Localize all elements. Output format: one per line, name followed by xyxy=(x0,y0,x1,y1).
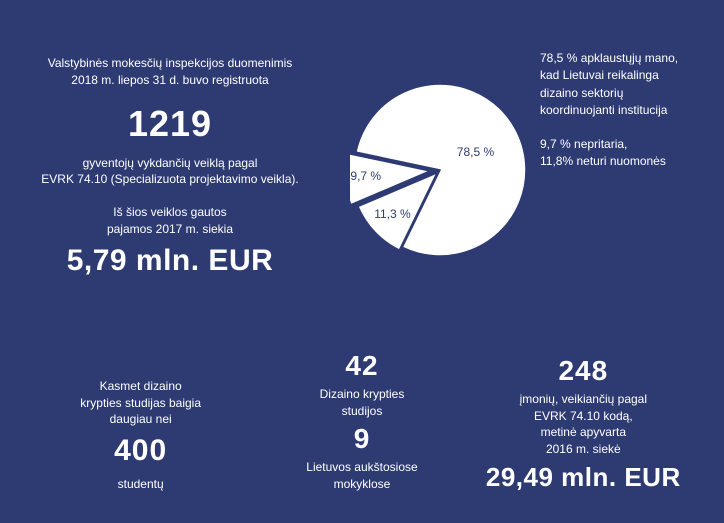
col1-l2: krypties studijas baigia xyxy=(41,395,241,412)
col2-l3: Lietuvos aukštosiose xyxy=(262,459,462,476)
pie-label-2: 9,7 % xyxy=(350,169,381,183)
col-students: Kasmet dizaino krypties studijas baigia … xyxy=(41,378,241,493)
pie-label-1: 11,3 % xyxy=(374,207,410,221)
col3-big: 29,49 mln. EUR xyxy=(483,462,683,493)
col2-l2: studijos xyxy=(262,403,462,420)
income-line-2: pajamos 2017 m. siekia xyxy=(30,221,310,238)
col1-num: 400 xyxy=(41,434,241,468)
note-1-line-3: dizaino sektorių xyxy=(540,85,720,102)
intro-line-1: Valstybinės mokesčių inspekcijos duomeni… xyxy=(30,55,310,72)
col3-num: 248 xyxy=(483,355,683,387)
col2-num1: 42 xyxy=(262,350,462,382)
note-1-line-2: kad Lietuvai reikalinga xyxy=(540,67,720,84)
desc-line-2: EVRK 74.10 (Specializuota projektavimo v… xyxy=(30,171,310,188)
note-1-line-1: 78,5 % apklaustųjų mano, xyxy=(540,50,720,67)
col3-l1: įmonių, veikiančių pagal xyxy=(483,391,683,408)
note-1-line-4: koordinuojanti institucija xyxy=(540,102,720,119)
col1-l3: daugiau nei xyxy=(41,411,241,428)
col-companies: 248 įmonių, veikiančių pagal EVRK 74.10 … xyxy=(483,351,683,493)
registered-count: 1219 xyxy=(30,103,310,145)
top-left-stats: Valstybinės mokesčių inspekcijos duomeni… xyxy=(30,55,310,278)
col2-num2: 9 xyxy=(262,423,462,455)
income-amount: 5,79 mln. EUR xyxy=(30,244,310,278)
col3-l4: 2016 m. siekė xyxy=(483,441,683,458)
col-studies: 42 Dizaino krypties studijos 9 Lietuvos … xyxy=(262,346,462,493)
col1-l4: studentų xyxy=(41,476,241,493)
desc-line-1: gyventojų vykdančių veiklą pagal xyxy=(30,155,310,172)
pie-label-0: 78,5 % xyxy=(457,145,494,159)
col3-l2: EVRK 74.10 kodą, xyxy=(483,408,683,425)
col2-l1: Dizaino krypties xyxy=(262,386,462,403)
col3-l3: metinė apyvarta xyxy=(483,424,683,441)
note-2-line-1: 9,7 % nepritaria, xyxy=(540,136,720,153)
income-line-1: Iš šios veiklos gautos xyxy=(30,204,310,221)
intro-line-2: 2018 m. liepos 31 d. buvo registruota xyxy=(30,72,310,89)
col2-l4: mokyklose xyxy=(262,476,462,493)
pie-chart: 78,5 % 11,3 % 9,7 % xyxy=(350,80,530,260)
col1-l1: Kasmet dizaino xyxy=(41,378,241,395)
bottom-row: Kasmet dizaino krypties studijas baigia … xyxy=(0,346,724,493)
top-right-notes: 78,5 % apklaustųjų mano, kad Lietuvai re… xyxy=(540,50,720,170)
note-2-line-2: 11,8% neturi nuomonės xyxy=(540,153,720,170)
